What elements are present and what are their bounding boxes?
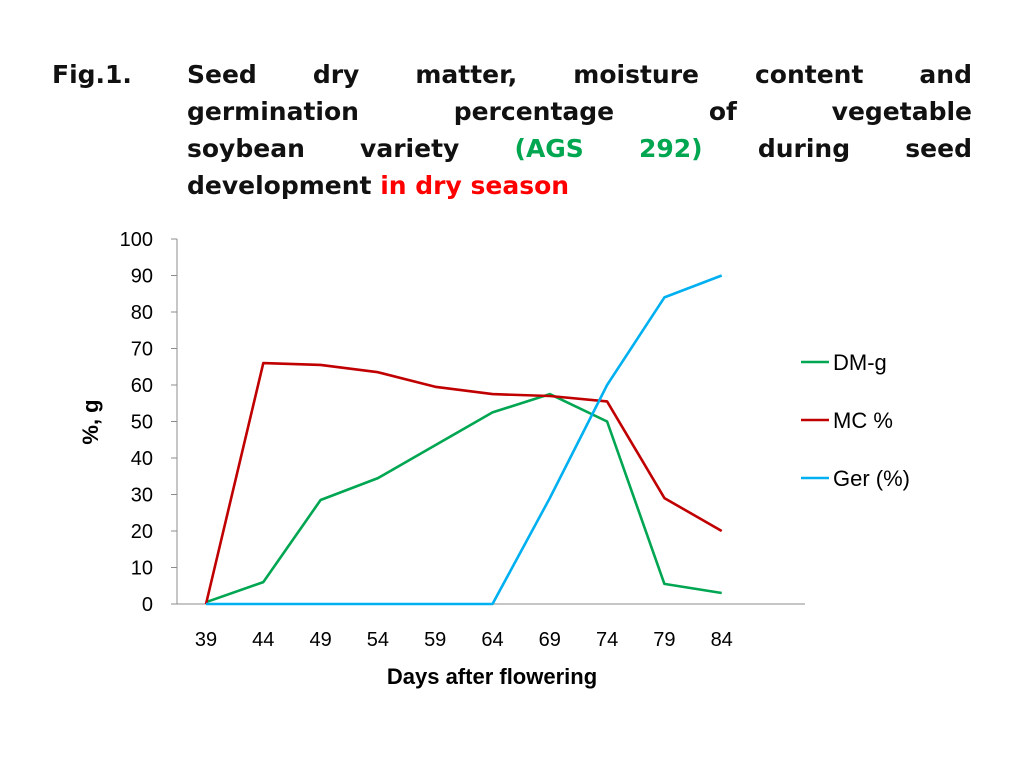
legend-label: DM-g — [833, 350, 887, 375]
y-tick-label: 10 — [131, 558, 153, 580]
y-axis-title: %, g — [78, 399, 103, 444]
x-tick-label: 84 — [711, 629, 733, 651]
y-tick-label: 90 — [131, 266, 153, 288]
series-line-1 — [205, 392, 722, 604]
y-tick-label: 0 — [142, 594, 153, 616]
figure-title-text: Seed dry matter, moisture content and ge… — [187, 56, 972, 204]
x-tick-label: 44 — [252, 629, 274, 651]
x-tick-label: 74 — [596, 629, 618, 651]
title-line-3-part-a: soybean variety — [187, 134, 460, 163]
x-tick-label: 69 — [539, 629, 561, 651]
series-line-3 — [206, 274, 723, 606]
y-axis: 0 10 20 30 40 50 60 70 80 90 100 — [120, 229, 178, 616]
series-lines — [204, 274, 723, 606]
title-line-3-part-c: during seed — [757, 134, 972, 163]
x-tick-label: 64 — [481, 629, 503, 651]
title-line-2: germination percentage of vegetable — [187, 97, 972, 126]
y-tick-label: 60 — [131, 375, 153, 397]
y-tick-label: 70 — [131, 339, 153, 361]
y-tick-label: 80 — [131, 302, 153, 324]
x-axis-title: Days after flowering — [387, 664, 597, 689]
x-tick-label: 54 — [367, 629, 389, 651]
y-tick-label: 50 — [131, 412, 153, 434]
title-line-4: development in dry season — [187, 167, 972, 204]
x-tick-label: 49 — [309, 629, 331, 651]
x-tick-label: 39 — [195, 629, 217, 651]
y-tick-label: 20 — [131, 521, 153, 543]
legend: DM-g MC % Ger (%) — [801, 350, 910, 491]
x-axis: 39 44 49 54 59 64 69 74 79 84 — [177, 603, 805, 651]
y-tick-label: 30 — [131, 485, 153, 507]
title-variety: (AGS 292) — [514, 134, 703, 163]
figure-label: Fig.1. — [52, 60, 132, 89]
title-season: in dry season — [380, 171, 570, 200]
legend-label: Ger (%) — [833, 466, 910, 491]
series-line-2 — [204, 361, 723, 605]
y-tick-label: 40 — [131, 448, 153, 470]
title-line-3: soybean variety (AGS 292) during seed — [187, 130, 972, 167]
y-tick-label: 100 — [120, 229, 153, 251]
legend-label: MC % — [833, 408, 893, 433]
title-line-1: Seed dry matter, moisture content and — [187, 60, 972, 89]
x-tick-label: 79 — [653, 629, 675, 651]
title-line-4-part-a: development — [187, 171, 372, 200]
x-tick-label: 59 — [424, 629, 446, 651]
